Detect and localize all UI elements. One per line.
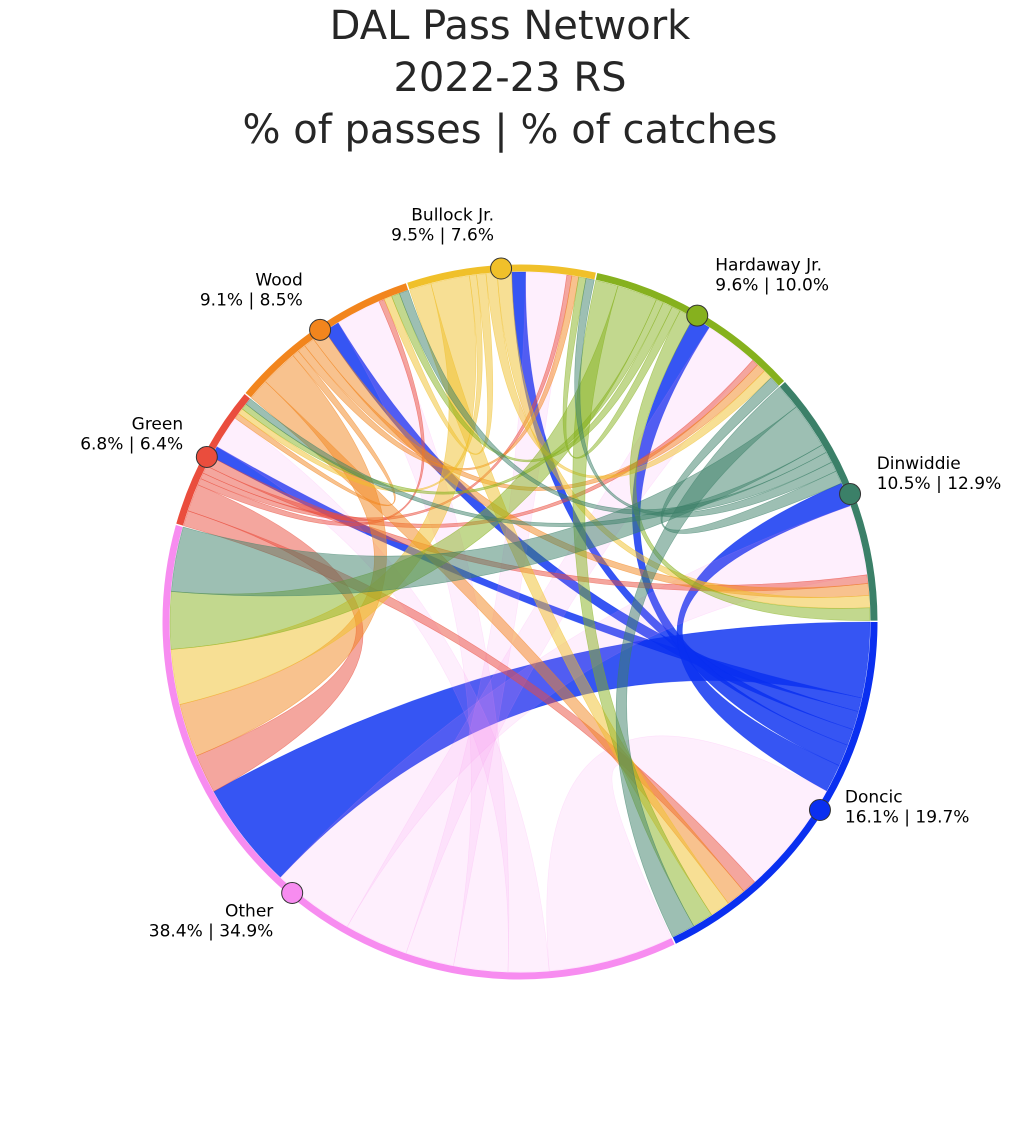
markers-layer — [195, 257, 862, 904]
title-line-3: % of passes | % of catches — [242, 107, 778, 153]
label-doncic-name: Doncic — [845, 788, 903, 808]
label-dinwiddie-stats: 10.5% | 12.9% — [877, 474, 1002, 494]
ribbon-bullock-jr-to-wood — [383, 273, 494, 455]
ribbon-dinwiddie-to-wood — [399, 289, 832, 515]
label-green-stats: 6.8% | 6.4% — [80, 435, 183, 455]
label-green-name: Green — [132, 415, 183, 435]
marker-green — [195, 445, 218, 468]
ribbon-other-to-green — [216, 417, 550, 973]
ribbon-other-to-hardaway-jr — [346, 327, 753, 954]
title-line-2: 2022-23 RS — [393, 55, 627, 101]
label-bullock-jr-name: Bullock Jr. — [411, 206, 494, 226]
ribbon-hardaway-jr-to-wood — [391, 293, 673, 463]
ribbons-layer — [169, 271, 871, 973]
ribbon-other-to-dinwiddie — [280, 505, 868, 927]
ribbon-bullock-jr-to-dinwiddie — [496, 271, 871, 609]
marker-other — [281, 881, 304, 904]
label-wood-name: Wood — [255, 270, 302, 290]
marker-hardaway-jr — [686, 304, 709, 327]
ribbon-hardaway-jr-to-green — [241, 299, 664, 495]
chart-title: DAL Pass Network 2022-23 RS % of passes … — [0, 0, 1020, 156]
label-bullock-jr-stats: 9.5% | 7.6% — [391, 226, 494, 246]
ribbon-wood-to-green — [234, 350, 396, 507]
marker-bullock-jr — [490, 257, 513, 280]
label-other-name: Other — [225, 901, 273, 921]
label-hardaway-jr-stats: 9.6% | 10.0% — [715, 275, 829, 295]
marker-dinwiddie — [839, 483, 862, 506]
label-hardaway-jr-name: Hardaway Jr. — [715, 255, 822, 275]
ribbon-bullock-jr-to-green — [238, 274, 483, 493]
ribbon-dinwiddie-to-hardaway-jr — [660, 377, 842, 534]
ribbon-other-to-bullock-jr — [405, 271, 568, 966]
title-line-1: DAL Pass Network — [329, 3, 691, 49]
ribbon-wood-to-other — [179, 355, 387, 757]
label-wood-stats: 9.1% | 8.5% — [200, 290, 303, 310]
label-doncic-stats: 16.1% | 19.7% — [845, 808, 970, 828]
marker-doncic — [808, 798, 831, 821]
marker-wood — [309, 318, 332, 341]
label-dinwiddie-name: Dinwiddie — [877, 454, 961, 474]
ribbon-dinwiddie-to-bullock-jr — [574, 277, 837, 518]
ribbon-other-to-doncic — [546, 735, 827, 972]
label-other-stats: 38.4% | 34.9% — [149, 921, 274, 941]
